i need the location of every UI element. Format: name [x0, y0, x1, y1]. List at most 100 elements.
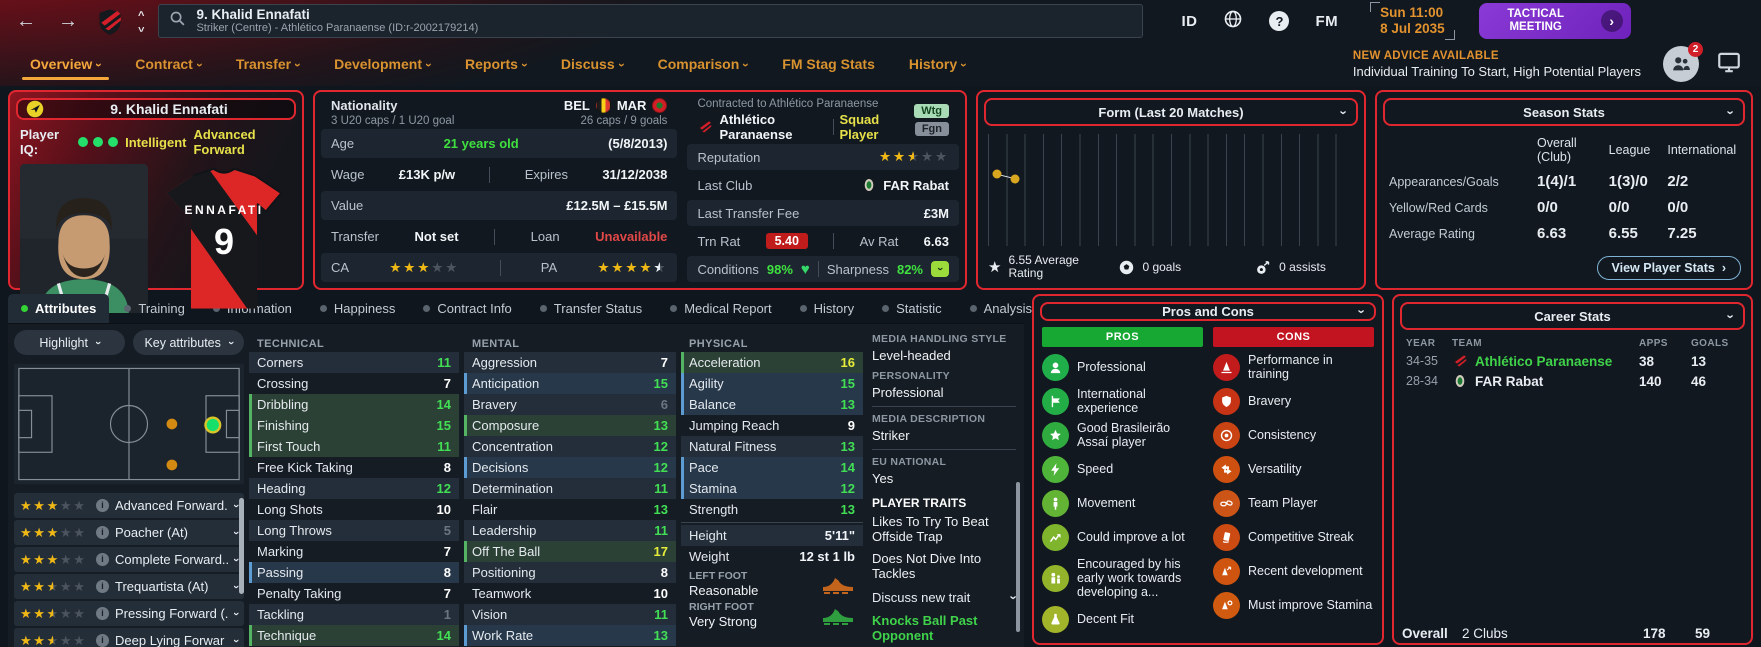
nationality-label: Nationality [331, 98, 398, 113]
role-pressing-forward[interactable]: ★★★★★★★★★★ i Pressing Forward (... › [14, 601, 244, 626]
cycle-player-buttons[interactable]: ^ ^ [138, 9, 145, 33]
attribute-name: Acceleration [689, 355, 761, 370]
attribute-value: 11 [654, 523, 668, 538]
info-icon[interactable]: i [96, 607, 109, 620]
reputation-row: Reputation ★★★★★★★★★★ [687, 144, 959, 170]
attribute-row: Balance 13 [681, 394, 863, 415]
career-stats-header-dropdown[interactable]: Career Stats › [1400, 302, 1745, 330]
info-icon[interactable]: i [96, 553, 109, 566]
nav-row: Overview› Contract› Transfer› Developmen… [0, 42, 1761, 86]
stat-value: 7.25 [1667, 225, 1697, 242]
attribute-row: Composure 13 [464, 415, 676, 436]
view-player-stats-button[interactable]: View Player Stats › [1596, 256, 1741, 280]
tab-contract[interactable]: Contract› [135, 56, 207, 72]
subtab-analysis[interactable]: Analysis [957, 294, 1045, 323]
subtab-training[interactable]: Training [111, 294, 197, 323]
pa-label: PA [540, 260, 558, 275]
club-name[interactable]: Athlético Paranaense [719, 112, 793, 142]
career-team[interactable]: FAR Rabat [1452, 373, 1639, 389]
role-deep-lying-forward[interactable]: ★★★★★★★★★★ i Deep Lying Forwar › [14, 628, 244, 647]
attribute-name: Work Rate [472, 628, 534, 643]
info-icon[interactable]: i [96, 526, 109, 539]
attribute-value: 7 [443, 544, 451, 559]
value-row: Value £12.5M – £15.5M [321, 191, 678, 220]
attribute-row: Free Kick Taking 8 [249, 457, 459, 478]
jersey-number: 9 [213, 220, 235, 262]
fee-label: Last Transfer Fee [697, 205, 800, 221]
media-details-column: MEDIA HANDLING STYLE Level-headed PERSON… [868, 330, 1022, 647]
attribute-name: Technique [257, 628, 317, 643]
attribute-name: Free Kick Taking [257, 460, 353, 475]
info-icon[interactable]: i [96, 634, 109, 647]
attribute-row: Crossing 7 [249, 373, 459, 394]
role-trequartista[interactable]: ★★★★★★★★★★ i Trequartista (At) › [14, 574, 244, 599]
form-panel: Form (Last 20 Matches) › ★ 6.55 Average … [976, 90, 1366, 290]
globe-icon[interactable] [1223, 9, 1243, 34]
tab-comparison[interactable]: Comparison› [657, 56, 754, 72]
discuss-new-trait-dropdown[interactable]: Discuss new trait › [872, 590, 1022, 605]
tab-discuss[interactable]: Discuss› [560, 56, 629, 72]
subtab-transfer-status[interactable]: Transfer Status [527, 294, 655, 323]
pc-label: Speed [1077, 462, 1114, 476]
tab-fm-stag-stats[interactable]: FM Stag Stats [782, 56, 875, 72]
career-apps: 140 [1639, 373, 1662, 389]
fm-icon[interactable]: FM [1315, 12, 1339, 30]
attribute-name: Strength [689, 502, 739, 517]
tab-history[interactable]: History› [908, 56, 972, 72]
position-dot-striker[interactable] [204, 416, 222, 434]
season-stats-panel: Season Stats › Overall (Club) League Int… [1375, 90, 1753, 290]
technical-header: TECHNICAL [257, 338, 325, 350]
tab-development[interactable]: Development› [334, 56, 436, 72]
attribute-value: 12 [653, 460, 668, 475]
attribute-value: 16 [840, 355, 855, 370]
tab-overview[interactable]: Overview› [16, 44, 115, 84]
nationality-1: BEL [563, 98, 590, 113]
form-header-dropdown[interactable]: Form (Last 20 Matches) › [984, 98, 1358, 126]
attribute-row: Penalty Taking 7 [249, 583, 459, 604]
attribute-name: Positioning [472, 565, 536, 580]
subtab-medical-report[interactable]: Medical Report [657, 294, 784, 323]
cons-item: Recent development [1213, 557, 1374, 585]
scrollbar[interactable] [1016, 482, 1020, 632]
season-stats-header-dropdown[interactable]: Season Stats › [1383, 98, 1745, 126]
season-stats-table: Overall (Club) League International Appe… [1383, 126, 1745, 242]
tab-reports[interactable]: Reports› [465, 56, 532, 72]
position-dot-am-deep[interactable] [166, 459, 178, 471]
info-icon[interactable]: i [96, 499, 109, 512]
form-title: Form (Last 20 Matches) [1098, 104, 1244, 120]
pros-cons-header-dropdown[interactable]: Pros and Cons › [1040, 302, 1376, 321]
highlight-dropdown[interactable]: Highlight › [14, 330, 125, 355]
back-button[interactable]: ← [16, 9, 36, 32]
id-icon[interactable]: ID [1181, 12, 1198, 30]
info-icon[interactable]: i [96, 580, 109, 593]
subtab-contract-info[interactable]: Contract Info [410, 294, 524, 323]
key-attributes-dropdown[interactable]: Key attributes › [133, 330, 244, 355]
search-bar[interactable]: 9. Khalid Ennafati Striker (Centre) - At… [158, 4, 1144, 38]
club-crest-icon[interactable] [96, 7, 124, 35]
subtab-happiness[interactable]: Happiness [307, 294, 408, 323]
forward-button[interactable]: → [58, 9, 78, 32]
tactical-meeting-button[interactable]: TACTICAL MEETING › [1478, 3, 1631, 39]
role-poacher[interactable]: ★★★★★★★★★★ i Poacher (At) › [14, 520, 244, 545]
weight-value: 12 st 1 lb [799, 549, 855, 564]
career-stats-title: Career Stats [1534, 308, 1611, 324]
position-dot-am[interactable] [166, 418, 178, 430]
overall-goals: 59 [1695, 626, 1711, 641]
scrollbar[interactable] [239, 498, 244, 594]
role-advanced-forward[interactable]: ★★★★★★★★★★ i Advanced Forward... › [14, 493, 244, 518]
subtab-history[interactable]: History [787, 294, 867, 323]
pros-item: Good Brasileirão Assaí player [1042, 421, 1203, 449]
role-complete-forward[interactable]: ★★★★★★★★★★ i Complete Forward... › [14, 547, 244, 572]
subtab-statistic[interactable]: Statistic [869, 294, 955, 323]
pros-item: Decent Fit [1042, 605, 1203, 633]
chevron-right-icon: › [1721, 261, 1726, 275]
advice-notification[interactable]: NEW ADVICE AVAILABLE Individual Training… [1353, 50, 1641, 79]
tab-transfer[interactable]: Transfer› [235, 56, 306, 72]
staff-advice-icon[interactable]: 2 [1663, 42, 1703, 82]
last-club-value[interactable]: FAR Rabat [883, 177, 949, 193]
career-team[interactable]: Athlético Paranaense [1452, 353, 1639, 369]
chevron-down-icon: › [1723, 313, 1739, 319]
help-icon[interactable]: ? [1269, 11, 1290, 31]
subtab-attributes[interactable]: Attributes [8, 294, 110, 323]
monitor-icon[interactable] [1715, 49, 1743, 80]
